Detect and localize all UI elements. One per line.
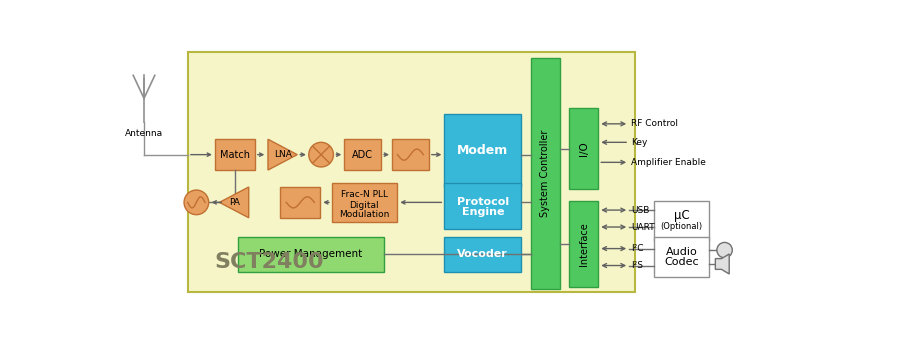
- Text: (Optional): (Optional): [661, 222, 703, 231]
- Text: Audio: Audio: [666, 247, 698, 257]
- Polygon shape: [268, 139, 297, 170]
- Bar: [188, 52, 634, 293]
- Polygon shape: [220, 187, 248, 218]
- Bar: [215, 139, 255, 170]
- Bar: [653, 201, 709, 241]
- Bar: [238, 237, 384, 272]
- Text: RF Control: RF Control: [632, 119, 679, 128]
- Text: Antenna: Antenna: [125, 128, 163, 138]
- Bar: [445, 114, 521, 187]
- Bar: [445, 237, 521, 272]
- Bar: [530, 58, 560, 288]
- Text: Amplifier Enable: Amplifier Enable: [632, 158, 706, 167]
- Text: PA: PA: [229, 198, 239, 207]
- Text: ADC: ADC: [352, 149, 374, 160]
- Bar: [569, 108, 598, 189]
- Text: Frac-N PLL: Frac-N PLL: [341, 190, 388, 199]
- Text: Key: Key: [632, 138, 648, 147]
- Bar: [280, 187, 320, 218]
- Text: SCT2400: SCT2400: [215, 253, 325, 273]
- Text: Digital: Digital: [349, 201, 379, 210]
- Text: LNA: LNA: [274, 150, 292, 159]
- Circle shape: [309, 142, 333, 167]
- Circle shape: [717, 242, 733, 258]
- Text: I²C: I²C: [632, 244, 644, 253]
- Text: Protocol: Protocol: [456, 197, 508, 206]
- Text: System Controller: System Controller: [540, 129, 550, 217]
- Text: μC: μC: [673, 209, 689, 222]
- Text: I²S: I²S: [632, 261, 644, 270]
- Bar: [344, 139, 382, 170]
- Text: Engine: Engine: [462, 207, 504, 217]
- Polygon shape: [716, 254, 729, 274]
- Text: Interface: Interface: [579, 222, 589, 266]
- Text: Codec: Codec: [664, 257, 698, 267]
- Text: USB: USB: [632, 205, 650, 215]
- Bar: [445, 183, 521, 229]
- Bar: [569, 201, 598, 287]
- Bar: [653, 237, 709, 277]
- Bar: [392, 139, 429, 170]
- Text: Modem: Modem: [457, 144, 508, 157]
- Text: Vocoder: Vocoder: [457, 250, 508, 259]
- Bar: [332, 183, 397, 222]
- Text: I/O: I/O: [579, 141, 589, 156]
- Text: UART: UART: [632, 222, 655, 232]
- Circle shape: [184, 190, 209, 215]
- Text: Match: Match: [220, 149, 250, 160]
- Text: Power Management: Power Management: [259, 250, 363, 259]
- Text: Modulation: Modulation: [339, 210, 390, 219]
